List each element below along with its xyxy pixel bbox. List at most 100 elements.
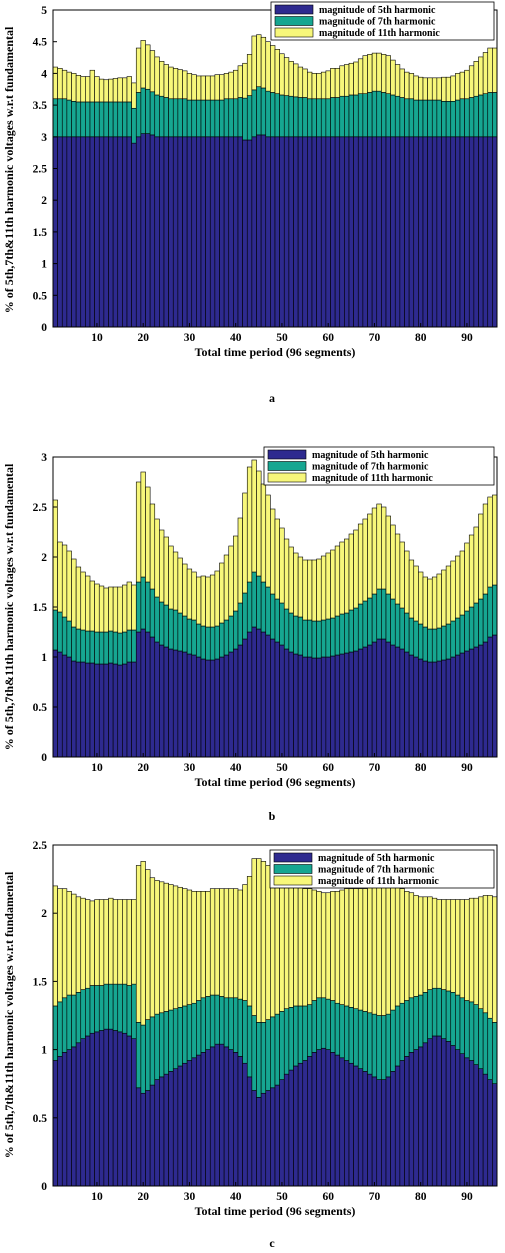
bar-h7-93	[478, 1008, 484, 1069]
bar-h7-32	[196, 1000, 202, 1056]
bar-h11-30	[186, 568, 193, 620]
bar-h11-63	[339, 541, 345, 615]
x-tick-label: 80	[415, 762, 427, 774]
bar-h11-94	[482, 503, 489, 595]
bar-h7-13	[108, 983, 114, 1030]
bar-h5-68	[362, 1071, 368, 1187]
bar-h7-57	[311, 620, 317, 659]
axes-frame	[52, 844, 498, 1187]
bar-h7-92	[473, 95, 479, 138]
bar-h5-74	[390, 136, 396, 328]
bar-h11-65	[348, 62, 354, 96]
bar-h5-52	[288, 1069, 294, 1187]
bar-h7-16	[122, 983, 128, 1034]
bar-h7-67	[357, 603, 364, 650]
bar-h5-53	[293, 1065, 299, 1187]
bar-h7-78	[408, 997, 415, 1053]
bar-h5-60	[325, 136, 331, 328]
bar-h11-33	[200, 575, 206, 627]
bar-h5-78	[408, 136, 415, 328]
bar-h7-43	[246, 581, 253, 633]
bar-h5-24	[159, 136, 165, 328]
bar-h5-34	[205, 1049, 211, 1187]
bar-h7-29	[182, 98, 188, 138]
bar-h11-2	[57, 68, 63, 100]
bar-h5-28	[177, 1065, 183, 1187]
bar-h7-20	[140, 1024, 146, 1094]
bar-h11-18	[131, 584, 137, 631]
bar-h11-36	[214, 570, 220, 627]
bar-h7-32	[196, 623, 202, 658]
bar-h5-5	[71, 136, 77, 328]
bar-h11-60	[325, 892, 331, 1000]
bar-h7-55	[302, 619, 308, 658]
bar-h7-13	[108, 101, 114, 138]
bar-h11-43	[246, 54, 253, 96]
x-tick-label: 50	[276, 762, 288, 774]
bar-h11-62	[334, 68, 341, 98]
bar-h5-69	[367, 644, 373, 758]
bar-h11-84	[436, 573, 442, 629]
bar-h11-88	[455, 899, 461, 996]
bar-h7-67	[357, 1009, 364, 1069]
bar-h7-61	[330, 97, 336, 138]
bar-h7-16	[122, 631, 128, 665]
bar-h11-67	[357, 58, 364, 94]
bar-h11-64	[344, 538, 350, 614]
bar-h11-9	[89, 900, 95, 986]
bar-h11-4	[66, 550, 72, 622]
bar-h11-47	[265, 41, 271, 92]
bar-h11-23	[154, 880, 160, 1015]
bar-h11-3	[61, 69, 68, 100]
bar-h11-75	[394, 64, 401, 97]
bar-h7-61	[330, 617, 336, 657]
x-tick-label: 10	[91, 332, 103, 344]
bar-h7-23	[154, 94, 160, 138]
bar-h5-75	[394, 136, 401, 328]
bar-h5-10	[94, 663, 100, 758]
bar-h7-24	[159, 601, 165, 646]
bar-h5-73	[385, 1076, 391, 1187]
bar-h7-75	[394, 95, 401, 138]
bar-h11-76	[399, 68, 405, 98]
bars	[52, 34, 498, 328]
bar-h5-33	[200, 658, 206, 758]
bar-h7-5	[71, 626, 77, 662]
bar-h5-66	[353, 1065, 359, 1187]
bar-h5-92	[473, 1064, 479, 1187]
bar-h7-56	[307, 98, 313, 138]
bar-h7-38	[223, 619, 230, 656]
bar-h5-58	[316, 136, 322, 328]
bar-h7-58	[316, 997, 322, 1050]
bar-h11-61	[330, 68, 336, 98]
bar-h5-60	[325, 656, 331, 758]
bar-h5-57	[311, 657, 317, 758]
bar-h5-7	[80, 661, 86, 758]
bar-h11-11	[98, 899, 105, 986]
bar-h5-6	[75, 136, 82, 328]
bar-h7-48	[270, 92, 276, 138]
bar-h7-3	[61, 98, 68, 138]
bar-h7-44	[251, 1015, 257, 1091]
bar-h7-89	[459, 614, 465, 654]
bar-h11-41	[237, 889, 243, 1000]
bar-h7-10	[94, 631, 100, 665]
bar-h11-40	[233, 888, 239, 999]
bar-h5-86	[445, 136, 452, 328]
bar-h5-68	[362, 136, 368, 328]
legend-label-h7: magnitude of 7th harmonic	[319, 17, 436, 28]
bar-h5-55	[302, 656, 308, 758]
bar-h11-36	[214, 888, 220, 996]
y-tick-label: 3	[41, 452, 47, 464]
bar-h11-38	[223, 73, 230, 100]
bar-h5-8	[85, 1035, 91, 1187]
bar-h11-73	[385, 515, 391, 595]
bar-h5-52	[288, 651, 294, 758]
bar-h7-67	[357, 93, 364, 138]
bar-h5-74	[390, 1071, 396, 1187]
bar-h5-35	[209, 659, 216, 758]
bar-h11-71	[376, 503, 382, 590]
bar-h11-20	[140, 471, 146, 578]
bar-h7-65	[348, 609, 354, 653]
bar-h5-59	[320, 656, 327, 758]
